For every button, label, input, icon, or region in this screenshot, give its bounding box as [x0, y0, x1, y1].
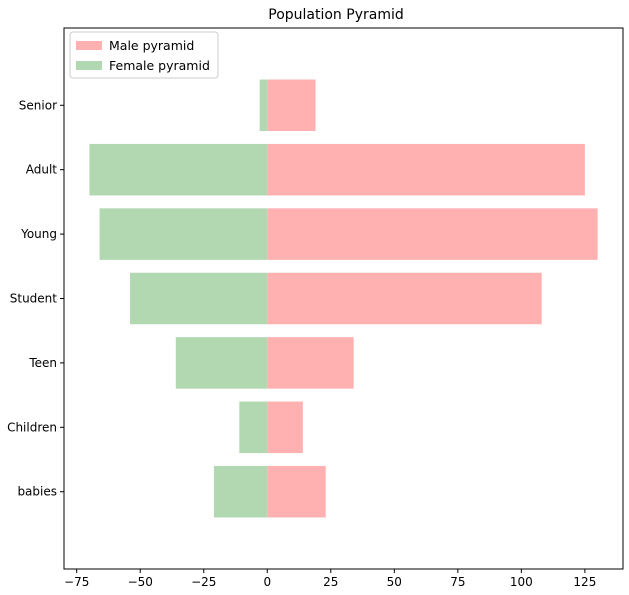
x-tick-label: −50	[128, 575, 153, 589]
y-tick-label: Young	[20, 227, 57, 241]
legend-entry-label: Male pyramid	[109, 38, 194, 53]
y-tick-label: Senior	[19, 98, 57, 112]
x-tick-label: 75	[450, 575, 465, 589]
y-tick-label: Student	[10, 292, 58, 306]
x-tick-label: 125	[573, 575, 596, 589]
female-pyramid-bar-adult	[89, 143, 268, 196]
chart-title: Population Pyramid	[268, 7, 403, 23]
male-pyramid-bar-student	[267, 272, 542, 325]
female-pyramid-bar-children	[239, 401, 268, 454]
y-tick-label: babies	[17, 485, 57, 499]
male-pyramid-bar-young	[267, 208, 598, 260]
male-pyramid-bar-senior	[267, 79, 316, 132]
x-tick-label: 50	[387, 575, 402, 589]
x-tick-label: 0	[263, 575, 271, 589]
y-tick-label: Teen	[28, 356, 57, 370]
x-tick-label: 100	[510, 575, 533, 589]
female-pyramid-bar-teen	[175, 337, 268, 389]
bars-layer	[89, 79, 598, 518]
legend-entry-label: Female pyramid	[109, 58, 210, 73]
female-pyramid-bar-student	[130, 272, 268, 325]
male-pyramid-bar-adult	[267, 143, 585, 196]
female-pyramid-bar-senior	[259, 79, 268, 132]
male-pyramid-bar-teen	[267, 337, 354, 389]
female-pyramid-bar-young	[99, 208, 268, 260]
legend-swatch	[76, 41, 102, 50]
x-axis: −75 −50 −25 0 25 50 75 100 125	[64, 569, 596, 589]
x-tick-label: −75	[64, 575, 89, 589]
y-tick-label: Children	[7, 420, 57, 434]
legend: Male pyramid Female pyramid	[69, 31, 219, 79]
y-axis: babies Children Teen Student Young Adult Senio…	[7, 98, 64, 499]
y-tick-label: Adult	[26, 163, 58, 177]
x-tick-label: 25	[323, 575, 338, 589]
male-pyramid-bar-babies	[267, 465, 326, 518]
female-pyramid-bar-babies	[213, 465, 268, 518]
legend-box	[69, 31, 219, 79]
x-tick-label: −25	[191, 575, 216, 589]
male-pyramid-bar-children	[267, 401, 303, 454]
legend-swatch	[76, 61, 102, 70]
